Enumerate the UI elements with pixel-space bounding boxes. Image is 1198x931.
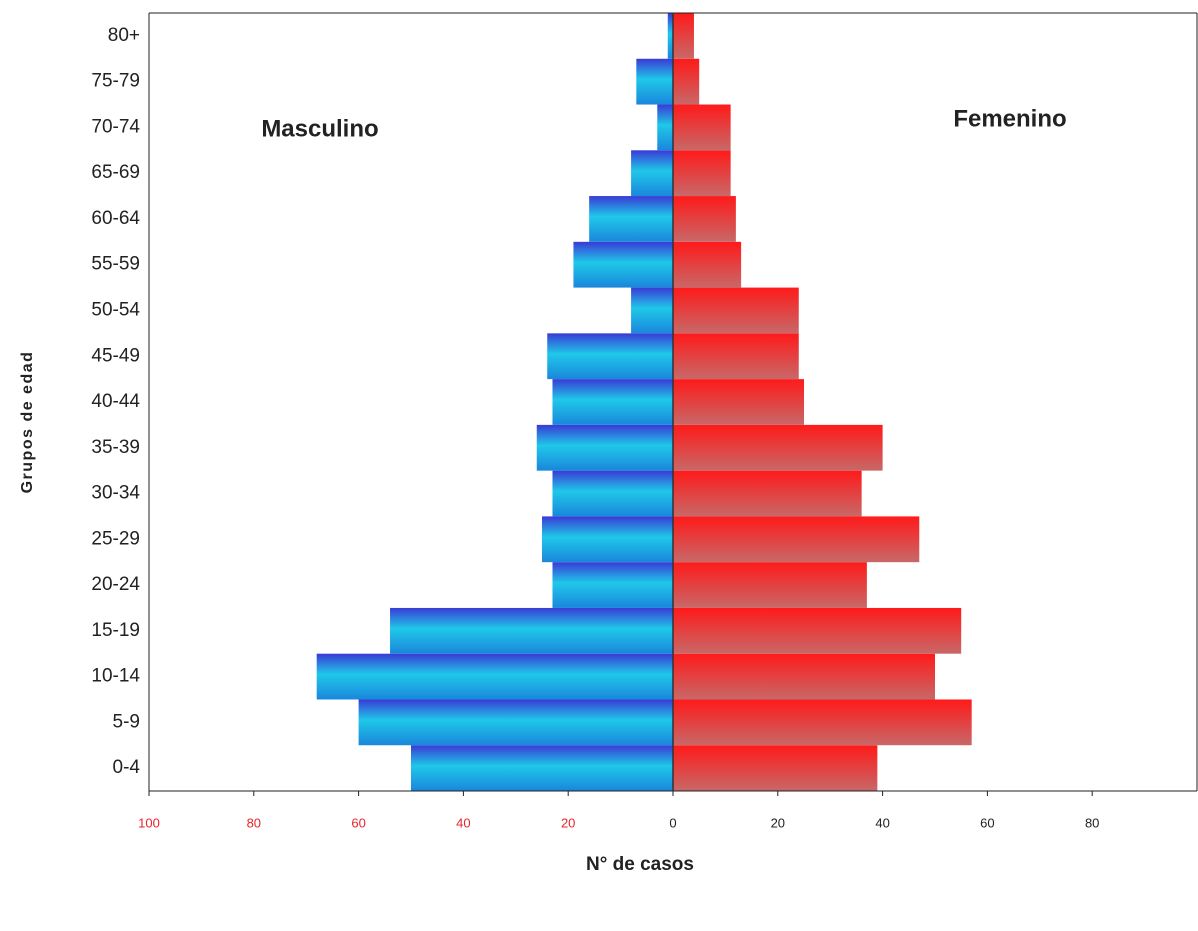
bar (673, 58, 700, 105)
bar (673, 379, 804, 425)
bar (542, 516, 673, 563)
x-tick-label: 100 (138, 815, 160, 830)
y-tick-label: 45-49 (91, 345, 140, 366)
bar (673, 333, 799, 380)
bar (673, 13, 694, 59)
bar (673, 699, 972, 746)
x-tick-label: 40 (875, 815, 889, 830)
bar (673, 470, 862, 517)
bar (552, 379, 673, 425)
y-tick-label: 25-29 (91, 528, 140, 549)
bar (390, 607, 673, 654)
y-tick-label: 10-14 (91, 666, 140, 687)
bar (673, 424, 883, 471)
bar (673, 104, 731, 151)
bar (589, 196, 673, 242)
x-tick-label: 60 (351, 815, 365, 830)
bar (673, 653, 935, 700)
bar (573, 241, 673, 288)
annotation: Femenino (953, 105, 1066, 132)
y-tick-label: 15-19 (91, 620, 140, 641)
x-tick-label: 60 (980, 815, 994, 830)
y-tick-label: 0-4 (113, 757, 141, 778)
y-tick-label: 50-54 (91, 299, 140, 320)
bar (316, 653, 673, 700)
y-axis-label: Grupos de edad (19, 351, 36, 494)
bar (667, 13, 673, 59)
x-tick-label: 20 (561, 815, 575, 830)
x-tick-label: 80 (247, 815, 261, 830)
bar (552, 470, 673, 517)
bar (552, 562, 673, 608)
x-tick-label: 0 (669, 815, 676, 830)
y-tick-label: 65-69 (91, 162, 140, 183)
x-tick-label: 80 (1085, 815, 1099, 830)
x-axis-label: N° de casos (586, 854, 694, 875)
bar (657, 104, 673, 151)
bar (631, 287, 673, 334)
bar (673, 287, 799, 334)
y-tick-label: 60-64 (91, 208, 140, 229)
bar (673, 562, 867, 608)
y-tick-label: 70-74 (91, 116, 140, 137)
x-tick-label: 40 (456, 815, 470, 830)
y-tick-label: 30-34 (91, 483, 140, 504)
y-tick-label: 35-39 (91, 437, 140, 458)
bar (536, 424, 673, 471)
y-tick-label: 75-79 (91, 71, 140, 92)
bar (358, 699, 673, 746)
bar (636, 58, 673, 105)
bar (631, 150, 673, 197)
bar (673, 516, 920, 563)
y-tick-label: 20-24 (91, 574, 140, 595)
y-tick-label: 55-59 (91, 254, 140, 275)
bar (673, 607, 962, 654)
x-tick-label: 20 (771, 815, 785, 830)
bar (411, 745, 673, 791)
annotation: Masculino (261, 115, 378, 142)
bar (673, 150, 731, 197)
y-tick-label: 5-9 (113, 711, 140, 732)
y-tick-label: 40-44 (91, 391, 140, 412)
bar (547, 333, 673, 380)
y-tick-label: 80+ (108, 25, 140, 46)
bar (673, 196, 736, 242)
bar (673, 745, 878, 791)
bar (673, 241, 742, 288)
